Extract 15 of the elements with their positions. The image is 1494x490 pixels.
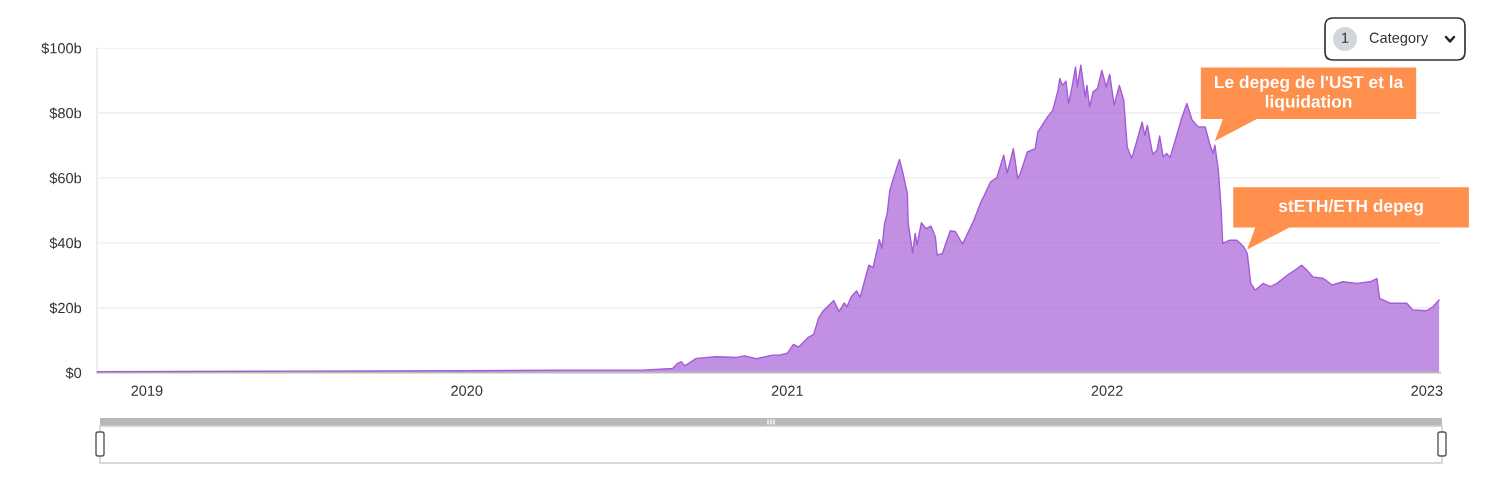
annotation: Le depeg de l'UST et la liquidation: [1215, 75, 1404, 112]
y-tick-label: $20b: [49, 302, 82, 315]
y-tick-label: $100b: [41, 42, 82, 55]
annotation: stETH/ETH depeg: [1278, 199, 1423, 216]
x-tick-label: 2021: [771, 385, 803, 396]
text: Category: [1369, 32, 1429, 46]
x-tick-label: 2019: [131, 385, 163, 396]
y-tick-label: $40b: [49, 237, 82, 250]
y-tick-label: $0: [65, 367, 82, 379]
y-tick-label: $60b: [49, 172, 82, 185]
x-tick-label: 2020: [451, 385, 483, 396]
y-tick-label: $80b: [49, 107, 82, 120]
text: 1: [1342, 32, 1349, 43]
x-tick-label: 2023: [1411, 385, 1443, 396]
x-tick-label: 2022: [1091, 385, 1123, 396]
